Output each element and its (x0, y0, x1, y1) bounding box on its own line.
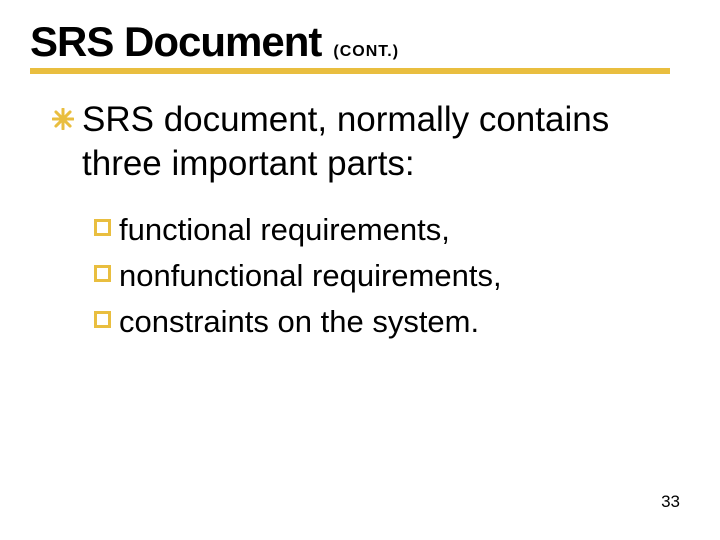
level1-block: SRS document, normally contains three im… (52, 98, 690, 186)
page-number: 33 (661, 492, 680, 512)
level2-item: functional requirements, (94, 210, 690, 250)
level2-item: constraints on the system. (94, 302, 690, 342)
slide: SRS Document (CONT.) SRS document, norma… (0, 0, 720, 540)
level2-text: constraints on the system. (119, 302, 479, 342)
slide-title-row: SRS Document (CONT.) (30, 18, 690, 66)
level2-text: functional requirements, (119, 210, 450, 250)
title-underline (30, 68, 670, 74)
level2-block: functional requirements, nonfunctional re… (94, 210, 690, 343)
slide-title-cont: (CONT.) (333, 43, 399, 61)
square-outline-icon (94, 265, 111, 287)
square-outline-icon (94, 311, 111, 333)
level1-text: SRS document, normally contains three im… (82, 98, 690, 186)
level2-item: nonfunctional requirements, (94, 256, 690, 296)
level1-item: SRS document, normally contains three im… (52, 98, 690, 186)
square-outline-icon (94, 219, 111, 241)
level2-text: nonfunctional requirements, (119, 256, 502, 296)
slide-title: SRS Document (30, 18, 321, 66)
snowflake-icon (52, 108, 74, 135)
